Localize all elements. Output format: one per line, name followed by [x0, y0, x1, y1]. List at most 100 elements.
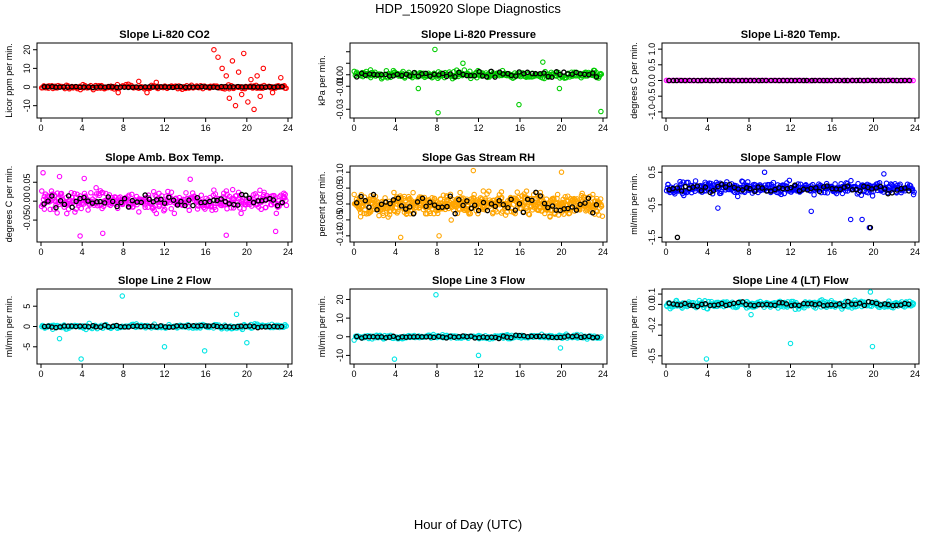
y-tick-label: -1.5 [647, 230, 657, 246]
black-point [824, 183, 830, 189]
y-tick-label: 10 [335, 313, 345, 323]
outlier-point [761, 169, 768, 176]
black-point [549, 203, 556, 209]
x-tick-label: 4 [80, 123, 85, 133]
y-tick-label: 0.05 [335, 179, 345, 197]
black-point [109, 198, 116, 205]
black-point [447, 193, 453, 199]
data-point [692, 178, 699, 184]
outlier-point [229, 58, 236, 64]
y-tick-label: 0.5 [647, 59, 657, 72]
x-tick-label: 12 [785, 369, 795, 379]
black-point [61, 201, 68, 208]
data-point [39, 188, 45, 194]
black-point [374, 207, 380, 213]
black-point [743, 185, 750, 191]
data-point [577, 207, 583, 213]
x-tick-label: 16 [515, 123, 525, 133]
black-point [414, 199, 421, 205]
black-point [756, 77, 762, 84]
panel-5: Slope Gas Stream RH 0 4 8 12 16 20 24 -0.10-0.05… [317, 152, 608, 257]
black-point [250, 199, 257, 206]
data-point [195, 203, 202, 209]
panel-9: Slope Line 4 (LT) Flow 0 4 8 12 16 20 24 -0.5 -0.… [629, 275, 920, 379]
series-points [38, 46, 289, 113]
black-point [808, 185, 814, 192]
outlier-point [598, 108, 604, 115]
x-tick-label: 20 [868, 247, 878, 257]
outlier-point [391, 356, 398, 362]
black-point [190, 202, 196, 209]
data-point [680, 179, 686, 185]
data-point [523, 188, 530, 194]
black-point [529, 70, 536, 77]
black-point [882, 186, 888, 192]
data-point [48, 188, 55, 194]
data-point [770, 179, 777, 186]
outlier-point [235, 69, 242, 75]
outlier-point [232, 102, 239, 109]
black-point [378, 201, 385, 208]
x-tick-label: 4 [705, 369, 710, 379]
data-point [811, 192, 817, 198]
data-point [88, 190, 94, 196]
black-point [674, 185, 681, 191]
black-point [505, 204, 511, 211]
black-point [792, 182, 798, 188]
data-point [716, 77, 723, 84]
black-series-points [666, 77, 913, 84]
black-point [114, 203, 120, 210]
black-point [390, 333, 397, 340]
y-tick-label: 10 [22, 63, 32, 73]
black-point [687, 302, 693, 308]
black-series-points [354, 68, 600, 80]
x-tick-label: 24 [283, 247, 293, 257]
black-point [516, 200, 523, 207]
outlier-point [100, 230, 106, 237]
black-point [370, 191, 377, 198]
black-series-points [666, 181, 912, 241]
black-point [772, 302, 778, 309]
black-point [402, 206, 409, 212]
black-point [460, 202, 466, 209]
black-point [752, 188, 758, 195]
data-point [535, 200, 542, 206]
black-point [202, 199, 208, 206]
black-point [399, 72, 405, 79]
black-point [483, 74, 490, 80]
black-point [41, 84, 48, 90]
black-point [804, 77, 810, 84]
data-point [471, 191, 477, 198]
x-tick-label: 24 [598, 247, 608, 257]
y-axis-label: degrees C per min. [4, 166, 14, 243]
black-point [69, 204, 75, 210]
black-point [387, 200, 393, 207]
black-point [49, 193, 55, 199]
black-point [118, 199, 124, 206]
outlier-point [558, 169, 565, 175]
black-point [94, 199, 100, 205]
figure-title: HDP_150920 Slope Diagnostics [375, 1, 561, 16]
outlier-point [257, 93, 263, 100]
black-series-points [353, 189, 600, 217]
outlier-point [540, 59, 546, 65]
black-point [500, 201, 507, 208]
black-point [569, 204, 576, 210]
outlier-point [161, 344, 168, 350]
panel-title: Slope Amb. Box Temp. [105, 152, 224, 164]
outlier-point [435, 109, 441, 116]
x-tick-label: 20 [556, 123, 566, 133]
black-point [431, 202, 438, 208]
data-point [68, 189, 75, 196]
x-tick-label: 8 [746, 247, 751, 257]
x-tick-label: 0 [663, 369, 668, 379]
x-tick-label: 0 [38, 247, 43, 257]
x-tick-label: 20 [242, 123, 252, 133]
y-tick-label: -0.2 [647, 317, 657, 333]
data-point [848, 177, 854, 184]
black-point [439, 204, 445, 210]
black-point [800, 77, 807, 84]
black-point [358, 193, 364, 200]
black-point [520, 209, 527, 216]
black-point [537, 193, 544, 199]
